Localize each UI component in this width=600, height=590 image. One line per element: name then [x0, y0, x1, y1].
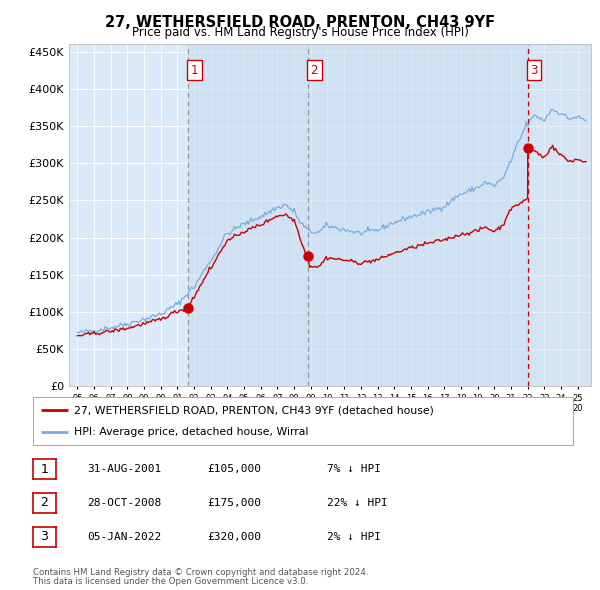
Text: 22% ↓ HPI: 22% ↓ HPI	[327, 498, 388, 507]
Text: £175,000: £175,000	[207, 498, 261, 507]
Text: 31-AUG-2001: 31-AUG-2001	[87, 464, 161, 474]
Text: Contains HM Land Registry data © Crown copyright and database right 2024.: Contains HM Land Registry data © Crown c…	[33, 568, 368, 577]
Bar	[188, 44, 308, 386]
Text: £320,000: £320,000	[207, 532, 261, 542]
Text: 3: 3	[530, 64, 538, 77]
Bar	[308, 44, 528, 386]
Text: 2: 2	[310, 64, 318, 77]
Bar	[528, 44, 591, 386]
Text: 05-JAN-2022: 05-JAN-2022	[87, 532, 161, 542]
Text: HPI: Average price, detached house, Wirral: HPI: Average price, detached house, Wirr…	[74, 427, 308, 437]
Text: Price paid vs. HM Land Registry's House Price Index (HPI): Price paid vs. HM Land Registry's House …	[131, 26, 469, 39]
Text: 7% ↓ HPI: 7% ↓ HPI	[327, 464, 381, 474]
Text: 1: 1	[40, 463, 49, 476]
Text: 3: 3	[40, 530, 49, 543]
Text: 27, WETHERSFIELD ROAD, PRENTON, CH43 9YF: 27, WETHERSFIELD ROAD, PRENTON, CH43 9YF	[105, 15, 495, 30]
Text: 2% ↓ HPI: 2% ↓ HPI	[327, 532, 381, 542]
Text: 1: 1	[191, 64, 199, 77]
Text: 27, WETHERSFIELD ROAD, PRENTON, CH43 9YF (detached house): 27, WETHERSFIELD ROAD, PRENTON, CH43 9YF…	[74, 405, 433, 415]
Text: 28-OCT-2008: 28-OCT-2008	[87, 498, 161, 507]
Text: £105,000: £105,000	[207, 464, 261, 474]
Text: This data is licensed under the Open Government Licence v3.0.: This data is licensed under the Open Gov…	[33, 577, 308, 586]
Text: 2: 2	[40, 496, 49, 509]
